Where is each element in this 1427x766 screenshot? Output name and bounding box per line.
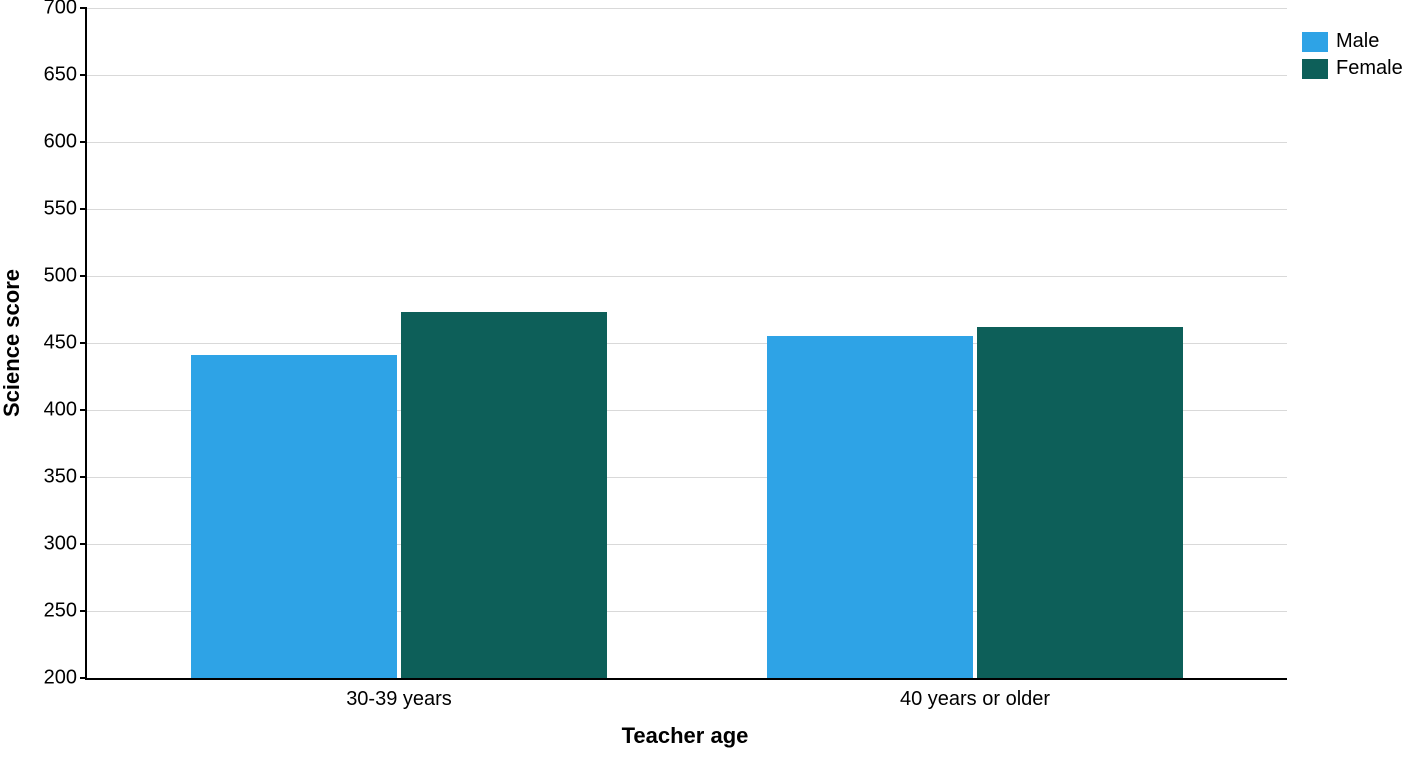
y-tick-label: 650 [44, 64, 87, 87]
y-tick-label: 600 [44, 131, 87, 154]
y-tick-label: 400 [44, 399, 87, 422]
bar [977, 327, 1183, 678]
y-tick-label: 350 [44, 466, 87, 489]
chart-page: 200 250 300 350 400 450 500 550 600 650 700 30-39 y… [0, 0, 1427, 766]
y-tick-label: 450 [44, 332, 87, 355]
legend-swatch [1302, 59, 1328, 79]
bar [767, 336, 973, 678]
legend-label: Female [1336, 57, 1403, 80]
plot-area: 20025030035040045050055060065070030-39 y… [85, 8, 1287, 680]
x-axis-title: Teacher age [622, 723, 749, 749]
y-tick-label: 500 [44, 265, 87, 288]
legend-item: Female [1302, 57, 1403, 80]
legend-label: Male [1336, 30, 1379, 53]
legend-item: Male [1302, 30, 1403, 53]
y-tick-label: 200 [44, 667, 87, 690]
legend: Male Female [1302, 30, 1403, 84]
bar [401, 312, 607, 678]
y-tick-label: 250 [44, 600, 87, 623]
gridline [87, 209, 1287, 210]
y-tick-label: 550 [44, 198, 87, 221]
gridline [87, 75, 1287, 76]
y-tick-label: 700 [44, 0, 87, 20]
y-tick-label: 300 [44, 533, 87, 556]
gridline [87, 8, 1287, 9]
legend-swatch [1302, 32, 1328, 52]
x-tick-label: 30-39 years [346, 678, 452, 711]
bar [191, 355, 397, 678]
y-axis-title: Science score [0, 269, 25, 417]
x-tick-label: 40 years or older [900, 678, 1050, 711]
gridline [87, 142, 1287, 143]
gridline [87, 276, 1287, 277]
